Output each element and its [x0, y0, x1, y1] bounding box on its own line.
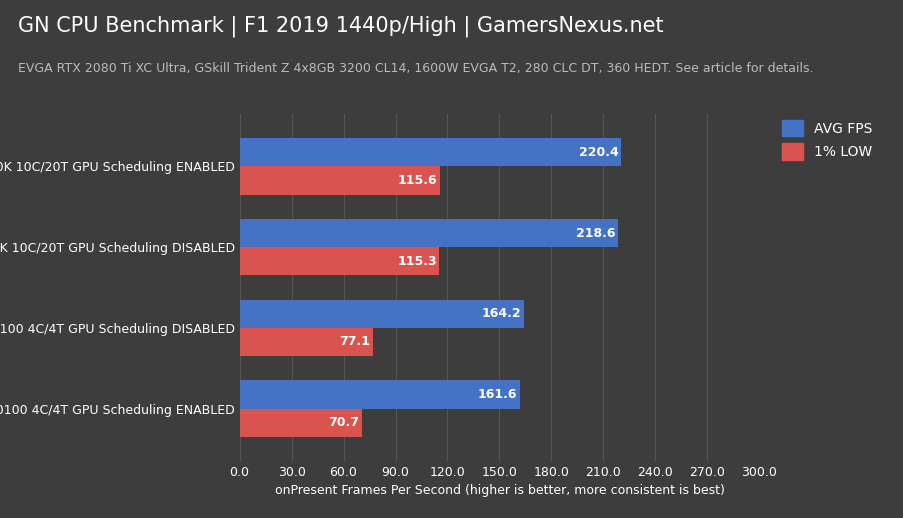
Text: EVGA RTX 2080 Ti XC Ultra, GSkill Trident Z 4x8GB 3200 CL14, 1600W EVGA T2, 280 : EVGA RTX 2080 Ti XC Ultra, GSkill Triden… [18, 62, 813, 75]
Text: 115.3: 115.3 [396, 255, 436, 268]
Text: 220.4: 220.4 [579, 146, 619, 159]
X-axis label: onPresent Frames Per Second (higher is better, more consistent is best): onPresent Frames Per Second (higher is b… [275, 484, 723, 497]
Bar [239, 138, 620, 166]
Legend: AVG FPS, 1% LOW: AVG FPS, 1% LOW [776, 114, 877, 166]
Text: 70.7: 70.7 [328, 416, 359, 429]
Text: 164.2: 164.2 [481, 307, 521, 320]
Bar [239, 380, 519, 409]
Bar [239, 219, 618, 247]
Bar [239, 328, 373, 356]
Text: 218.6: 218.6 [575, 226, 615, 239]
Bar [239, 299, 524, 328]
Text: GN CPU Benchmark | F1 2019 1440p/High | GamersNexus.net: GN CPU Benchmark | F1 2019 1440p/High | … [18, 16, 663, 37]
Text: 161.6: 161.6 [477, 388, 517, 401]
Bar [239, 247, 439, 276]
Text: 115.6: 115.6 [397, 174, 437, 187]
Text: 77.1: 77.1 [340, 336, 370, 349]
Bar [239, 409, 362, 437]
Bar [239, 166, 440, 195]
